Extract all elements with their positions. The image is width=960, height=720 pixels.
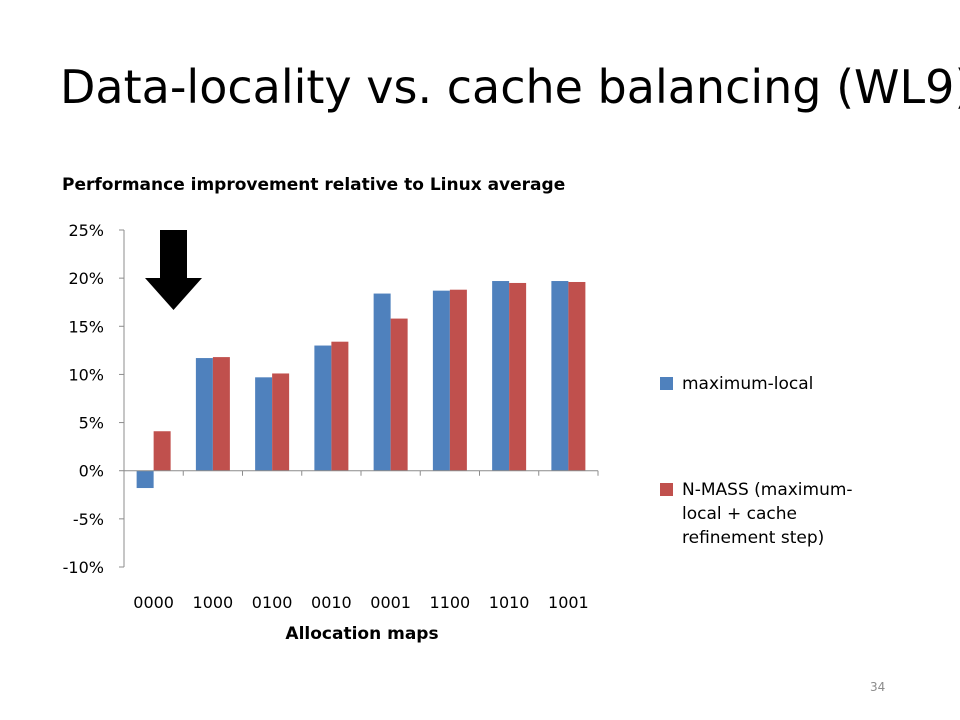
x-tick-label: 0010 bbox=[311, 593, 352, 612]
x-tick-labels: 0000 1000 0100 0010 0001 1100 1010 1001 bbox=[133, 593, 588, 612]
y-tick-label: 10% bbox=[68, 365, 104, 384]
bar-maximum-local-0100 bbox=[255, 377, 273, 471]
bar-maximum-local-0000 bbox=[136, 470, 154, 489]
slide-title: Data-locality vs. cache balancing (WL9) bbox=[60, 60, 960, 114]
y-tick-label: 20% bbox=[68, 269, 104, 288]
y-tick-label: 25% bbox=[68, 221, 104, 240]
bar-n-mass-0100 bbox=[272, 373, 290, 471]
x-tick-label: 1010 bbox=[489, 593, 530, 612]
y-tick-label: 15% bbox=[68, 317, 104, 336]
bar-n-mass-0000 bbox=[153, 431, 171, 471]
x-tick-label: 0100 bbox=[252, 593, 293, 612]
legend-swatch-n-mass bbox=[660, 483, 673, 496]
y-tick-label: -5% bbox=[73, 510, 104, 529]
legend-item-maximum-local: maximum-local bbox=[660, 372, 872, 396]
bars-group bbox=[136, 281, 586, 489]
x-tick-label: 1000 bbox=[193, 593, 234, 612]
legend-label-n-mass: N-MASS (maximum-local + cache refinement… bbox=[682, 480, 853, 548]
x-tick-label: 1001 bbox=[548, 593, 589, 612]
bar-n-mass-1001 bbox=[568, 281, 586, 471]
legend-label-maximum-local: maximum-local bbox=[682, 374, 814, 394]
x-axis-label: Allocation maps bbox=[285, 624, 438, 644]
legend-swatch-maximum-local bbox=[660, 377, 673, 390]
bar-n-mass-1010 bbox=[509, 282, 527, 471]
page-number: 34 bbox=[870, 680, 886, 694]
bar-maximum-local-1100 bbox=[432, 290, 450, 471]
bar-maximum-local-1001 bbox=[551, 281, 569, 471]
bar-n-mass-1100 bbox=[449, 289, 467, 471]
bar-maximum-local-0001 bbox=[373, 293, 391, 471]
y-tick-labels: -10% -5% 0% 5% 10% 15% 20% 25% bbox=[63, 221, 104, 577]
bar-maximum-local-1010 bbox=[492, 281, 510, 471]
y-tick-label: 5% bbox=[79, 414, 104, 433]
axes-group bbox=[119, 229, 599, 568]
bar-maximum-local-1000 bbox=[195, 358, 213, 471]
y-tick-label: 0% bbox=[79, 462, 104, 481]
legend-item-n-mass: N-MASS (maximum-local + cache refinement… bbox=[660, 478, 872, 550]
x-tick-label: 1100 bbox=[430, 593, 471, 612]
y-tick-label: -10% bbox=[63, 558, 104, 577]
bar-n-mass-1000 bbox=[212, 357, 230, 471]
x-tick-label: 0000 bbox=[133, 593, 174, 612]
bar-n-mass-0001 bbox=[390, 318, 408, 471]
down-arrow-icon bbox=[145, 230, 202, 310]
bar-n-mass-0010 bbox=[331, 341, 349, 471]
x-tick-label: 0001 bbox=[370, 593, 411, 612]
chart-title: Performance improvement relative to Linu… bbox=[62, 175, 566, 195]
bar-maximum-local-0010 bbox=[314, 345, 332, 471]
